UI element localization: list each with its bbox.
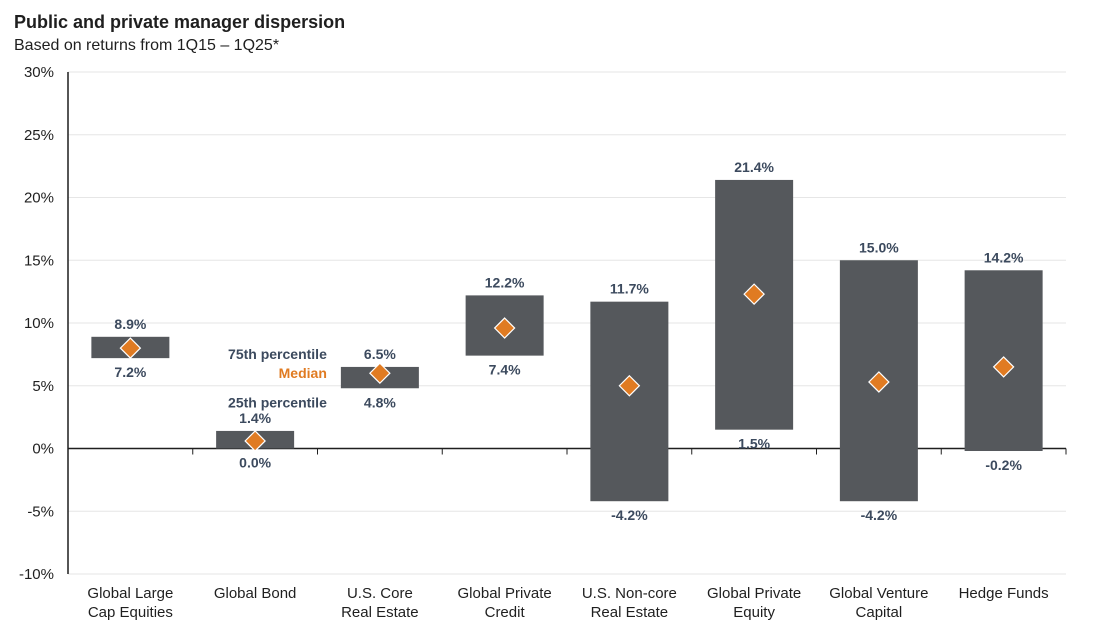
- p75-value-label: 21.4%: [734, 159, 774, 175]
- p25-value-label: 7.2%: [114, 364, 146, 380]
- category-label-line: Equity: [733, 604, 775, 621]
- p25-value-label: 4.8%: [364, 394, 396, 410]
- category-label: Global Venture Capital: [829, 585, 928, 621]
- median-marker: [743, 283, 765, 305]
- p25-value-label: -0.2%: [985, 457, 1022, 473]
- category-label: U.S. Non-core Real Estate: [582, 585, 677, 621]
- annotations: 75th percentile Median 25th percentile: [228, 346, 327, 410]
- y-tick-label: 20%: [24, 190, 54, 207]
- p25-value-label: -4.2%: [861, 507, 898, 523]
- category-label-line: Global Bond: [214, 585, 297, 602]
- annotation-25th-percentile: 25th percentile: [228, 394, 327, 410]
- category-label: Global Large Cap Equities: [87, 585, 173, 621]
- median-marker: [369, 362, 391, 385]
- data-labels: 8.9% 7.2% 1.4% 0.0% 6.5% 4.8% 12.2% 7.4% 11.7% -4…: [114, 159, 1024, 523]
- median-marker: [493, 317, 516, 339]
- category-label-line: Real Estate: [591, 604, 669, 621]
- category-label-line: Capital: [856, 604, 903, 621]
- category-label-line: Real Estate: [341, 604, 419, 621]
- category-label-line: Cap Equities: [88, 604, 173, 621]
- annotation-median: Median: [279, 365, 327, 381]
- bars: [91, 179, 1043, 502]
- median-marker: [868, 371, 890, 393]
- median-marker: [618, 374, 641, 397]
- p75-value-label: 14.2%: [984, 249, 1024, 265]
- range-bar: [590, 301, 669, 502]
- y-tick-label: 15%: [24, 252, 54, 269]
- annotation-75th-percentile: 75th percentile: [228, 346, 327, 362]
- p75-value-label: 12.2%: [485, 274, 525, 290]
- category-label: Global Bond: [214, 585, 297, 602]
- category-label-line: Hedge Funds: [959, 585, 1049, 602]
- median-marker: [992, 356, 1015, 378]
- y-tick-label: 10%: [24, 315, 54, 332]
- y-tick-label: -10%: [19, 566, 54, 583]
- category-label: Global Private Equity: [707, 585, 801, 621]
- category-label-line: U.S. Core: [347, 585, 413, 602]
- category-label-line: U.S. Non-core: [582, 585, 677, 602]
- p25-value-label: 0.0%: [239, 455, 271, 471]
- category-label-line: Global Large: [87, 585, 173, 602]
- p75-value-label: 15.0%: [859, 239, 899, 255]
- y-tick-label: 0%: [32, 441, 54, 458]
- category-label: U.S. Core Real Estate: [341, 585, 419, 621]
- category-label: Global Private Credit: [458, 585, 552, 621]
- chart-subtitle: Based on returns from 1Q15 – 1Q25*: [14, 37, 280, 54]
- category-label: Hedge Funds: [959, 585, 1049, 602]
- median-marker: [119, 337, 142, 359]
- chart-title: Public and private manager dispersion: [14, 12, 346, 32]
- category-label-line: Global Venture: [829, 585, 928, 602]
- axes: -10% -5% 0% 5% 10% 15% 20% 25% 30%: [19, 64, 1067, 583]
- category-labels: Global Large Cap Equities Global Bond U.S. …: [87, 585, 1048, 621]
- category-label-line: Global Private: [458, 585, 552, 602]
- p75-value-label: 8.9%: [114, 316, 146, 332]
- p25-value-label: 1.5%: [738, 436, 770, 452]
- y-tick-label: -5%: [27, 503, 54, 520]
- p75-value-label: 6.5%: [364, 346, 396, 362]
- median-marker: [244, 430, 266, 452]
- p25-value-label: 7.4%: [489, 362, 521, 378]
- category-label-line: Credit: [485, 604, 526, 621]
- category-label-line: Global Private: [707, 585, 801, 602]
- y-tick-label: 5%: [32, 378, 54, 395]
- p75-value-label: 11.7%: [610, 281, 649, 297]
- p25-value-label: -4.2%: [611, 507, 648, 523]
- y-tick-label: 25%: [24, 127, 54, 144]
- p75-value-label: 1.4%: [239, 410, 271, 426]
- y-tick-label: 30%: [24, 64, 54, 81]
